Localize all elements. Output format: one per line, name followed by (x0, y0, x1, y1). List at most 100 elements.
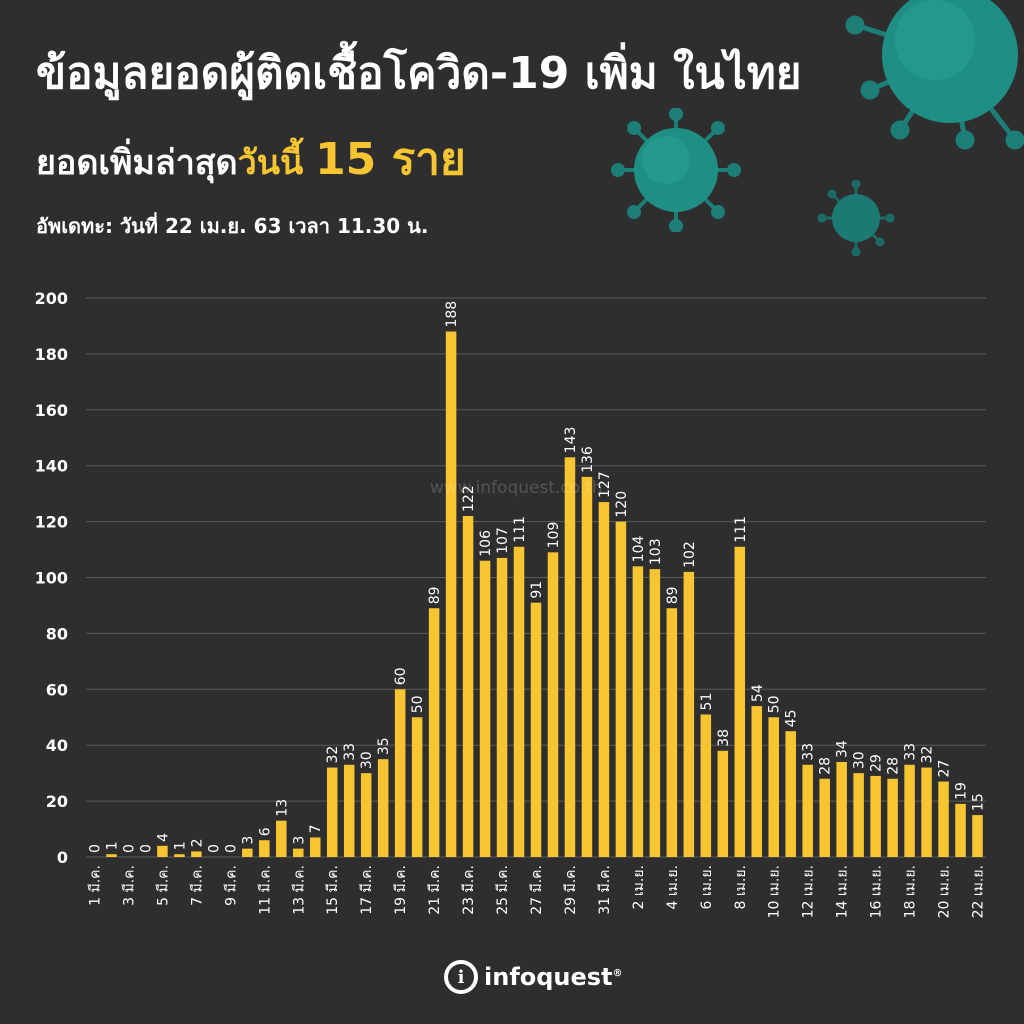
bar (734, 546, 746, 857)
logo-text: infoquest (484, 963, 613, 991)
virus-large-icon (845, 0, 1024, 150)
bar (717, 750, 729, 857)
data-label: 51 (699, 693, 715, 711)
data-label: 120 (614, 491, 630, 518)
data-label: 7 (308, 825, 324, 834)
bar (106, 854, 117, 857)
x-tick-label: 21 มี.ค. (427, 865, 443, 915)
x-tick-label: 23 มี.ค. (461, 865, 477, 915)
bar (836, 761, 847, 857)
latest-increase-headline: ยอดเพิ่มล่าสุดวันนี้ 15 ราย (36, 124, 466, 194)
bar (785, 731, 796, 857)
data-label: 50 (410, 695, 426, 713)
data-label: 0 (223, 844, 239, 853)
x-tick-label: 27 มี.ค. (529, 865, 545, 915)
data-label: 6 (257, 827, 273, 836)
data-label: 15 (971, 793, 987, 811)
x-tick-label: 15 มี.ค. (325, 865, 341, 915)
x-tick-label: 12 เม.ย. (801, 865, 817, 918)
bar (598, 502, 610, 857)
data-label: 111 (512, 516, 528, 543)
y-tick-label: 40 (46, 736, 68, 755)
data-label: 30 (359, 751, 375, 769)
y-tick-label: 160 (35, 401, 68, 420)
bar (309, 837, 321, 857)
bar (360, 773, 372, 857)
data-label: 103 (648, 538, 664, 565)
x-tick-label: 9 มี.ค. (223, 865, 239, 906)
bar (530, 602, 542, 857)
bar (564, 457, 576, 857)
bar (394, 689, 406, 857)
data-label: 107 (495, 527, 511, 554)
logo-registered-mark: ® (612, 968, 623, 979)
bar (445, 331, 457, 857)
bar (496, 557, 508, 857)
bar (157, 845, 168, 857)
y-tick-label: 80 (46, 624, 68, 643)
data-label: 33 (342, 743, 358, 761)
x-tick-label: 22 เม.ย. (971, 865, 987, 918)
x-tick-label: 5 มี.ค. (155, 865, 171, 906)
update-timestamp: อัพเดทะ: วันที่ 22 เม.ย. 63 เวลา 11.30 น… (36, 214, 429, 238)
y-tick-label: 60 (46, 680, 68, 699)
bar (955, 803, 966, 857)
data-label: 32 (920, 746, 936, 764)
data-label: 30 (852, 751, 868, 769)
data-label: 106 (478, 530, 494, 557)
bar (428, 608, 440, 857)
data-label: 3 (291, 836, 307, 845)
bar (887, 778, 898, 857)
x-tick-label: 31 มี.ค. (597, 865, 613, 915)
bar (802, 764, 813, 857)
bar (581, 476, 593, 857)
x-tick-label: 8 เม.ย. (733, 865, 749, 909)
data-label: 28 (818, 757, 834, 775)
x-tick-label: 4 เม.ย. (665, 865, 681, 909)
bar (377, 759, 389, 857)
bar (683, 571, 695, 857)
x-tick-label: 25 มี.ค. (495, 865, 511, 915)
x-tick-label: 19 มี.ค. (393, 865, 409, 915)
x-tick-label: 2 เม.ย. (631, 865, 647, 909)
data-label: 38 (716, 729, 732, 747)
x-tick-label: 3 มี.ค. (121, 865, 137, 906)
data-label: 143 (563, 427, 579, 454)
bar (870, 775, 881, 857)
bar (700, 714, 712, 857)
data-label: 60 (393, 667, 409, 685)
x-tick-label: 10 เม.ย. (767, 865, 783, 918)
logo-mark-letter: i (457, 966, 465, 988)
watermark: www.infoquest.co.th (430, 478, 603, 498)
y-tick-label: 100 (35, 569, 68, 588)
subtitle-lead: ยอดเพิ่มล่าสุด (36, 143, 238, 183)
bar (547, 552, 559, 857)
data-label: 32 (325, 746, 341, 764)
data-label: 13 (274, 799, 290, 817)
data-label: 4 (155, 833, 171, 842)
data-label: 0 (121, 844, 137, 853)
x-tick-label: 17 มี.ค. (359, 865, 375, 915)
data-label: 3 (240, 836, 256, 845)
virus-small-icon (817, 180, 895, 256)
data-label: 104 (631, 536, 647, 563)
data-label: 0 (87, 844, 103, 853)
data-label: 29 (869, 754, 885, 772)
x-tick-label: 18 เม.ย. (903, 865, 919, 918)
x-tick-label: 1 มี.ค. (87, 865, 103, 906)
data-label: 35 (376, 737, 392, 755)
bar (174, 854, 185, 857)
bar (259, 840, 270, 857)
data-label: 28 (886, 757, 902, 775)
bar (649, 569, 661, 857)
data-label: 33 (903, 743, 919, 761)
bar (343, 764, 355, 857)
data-label: 89 (427, 586, 443, 604)
info-icon: i (444, 960, 478, 994)
data-label: 33 (801, 743, 817, 761)
bar (768, 717, 779, 857)
bar (904, 764, 915, 857)
x-tick-label: 20 เม.ย. (937, 865, 953, 918)
bar (853, 773, 864, 857)
